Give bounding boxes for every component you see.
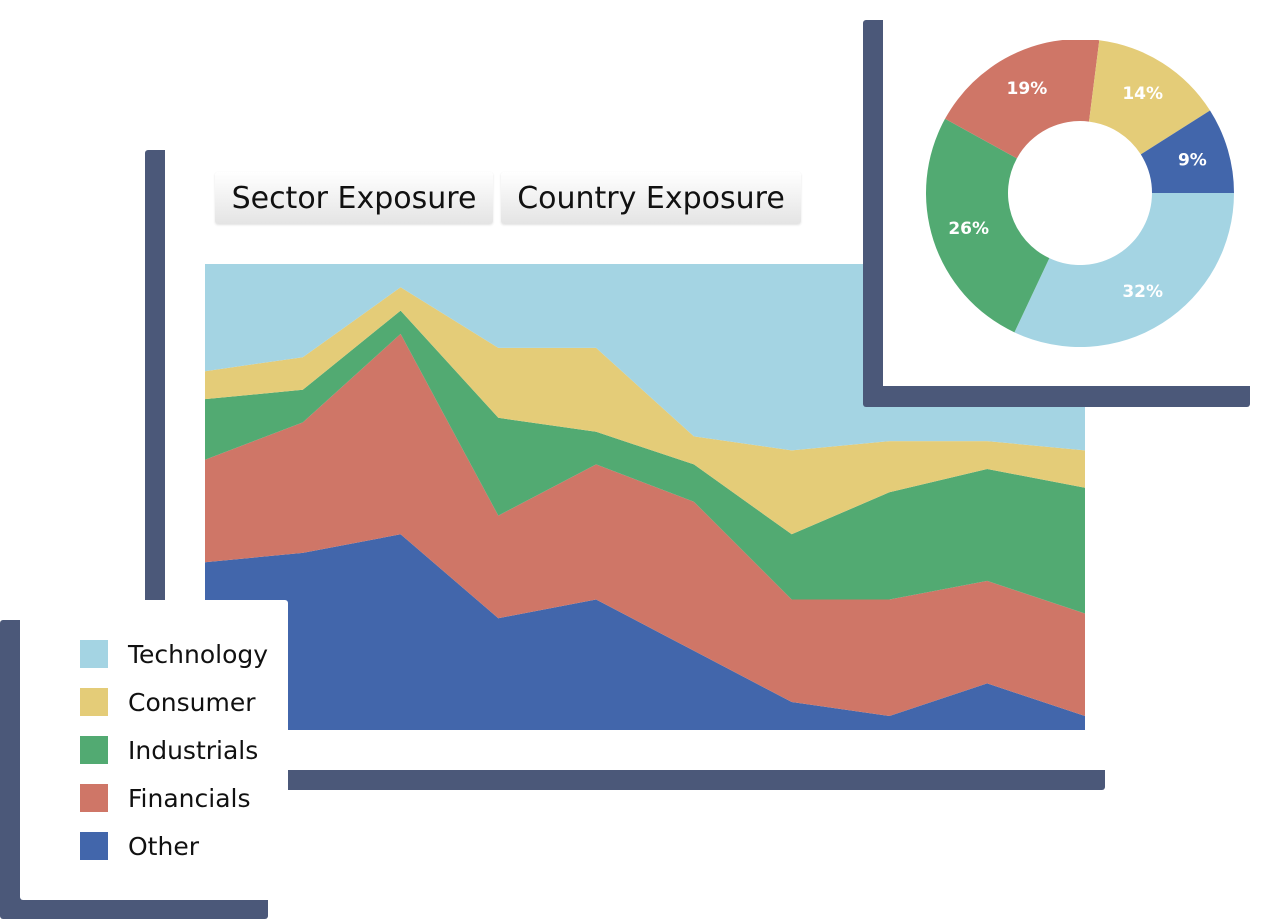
legend-swatch bbox=[80, 640, 108, 668]
legend-swatch bbox=[80, 736, 108, 764]
legend-item-industrials[interactable]: Industrials bbox=[80, 735, 259, 765]
legend-swatch bbox=[80, 784, 108, 812]
donut-label-other: 9% bbox=[1178, 150, 1207, 170]
legend-label: Consumer bbox=[128, 687, 256, 717]
tab-country-exposure[interactable]: Country Exposure bbox=[501, 172, 801, 224]
area-series-industrials bbox=[205, 310, 1085, 614]
donut-chart: 32% 26% 19% 14% 9% bbox=[926, 40, 1234, 347]
donut-slice-industrials bbox=[926, 118, 1050, 333]
donut-slice-other bbox=[1140, 110, 1234, 193]
donut-slice-technology bbox=[1014, 193, 1234, 347]
area-series-financials bbox=[205, 333, 1085, 716]
donut-label-industrials: 26% bbox=[948, 219, 989, 239]
donut-label-technology: 32% bbox=[1122, 282, 1163, 302]
donut-label-consumer: 14% bbox=[1122, 84, 1163, 104]
donut-label-financials: 19% bbox=[1007, 79, 1048, 99]
tab-sector-exposure[interactable]: Sector Exposure bbox=[215, 172, 493, 224]
legend-label: Industrials bbox=[128, 735, 259, 765]
legend-item-technology[interactable]: Technology bbox=[80, 639, 269, 669]
legend-swatch bbox=[80, 832, 108, 860]
legend-panel: Technology Consumer Industrials Financia… bbox=[20, 600, 288, 900]
area-series-other bbox=[205, 534, 1085, 730]
legend-item-financials[interactable]: Financials bbox=[80, 783, 251, 813]
legend-label: Other bbox=[128, 831, 199, 861]
area-series-consumer bbox=[205, 287, 1085, 535]
legend-label: Financials bbox=[128, 783, 251, 813]
legend-label: Technology bbox=[128, 639, 269, 669]
donut-slice-financials bbox=[945, 40, 1100, 159]
donut-slice-consumer bbox=[1089, 40, 1211, 155]
legend-item-other[interactable]: Other bbox=[80, 831, 199, 861]
legend-item-consumer[interactable]: Consumer bbox=[80, 687, 256, 717]
legend-swatch bbox=[80, 688, 108, 716]
